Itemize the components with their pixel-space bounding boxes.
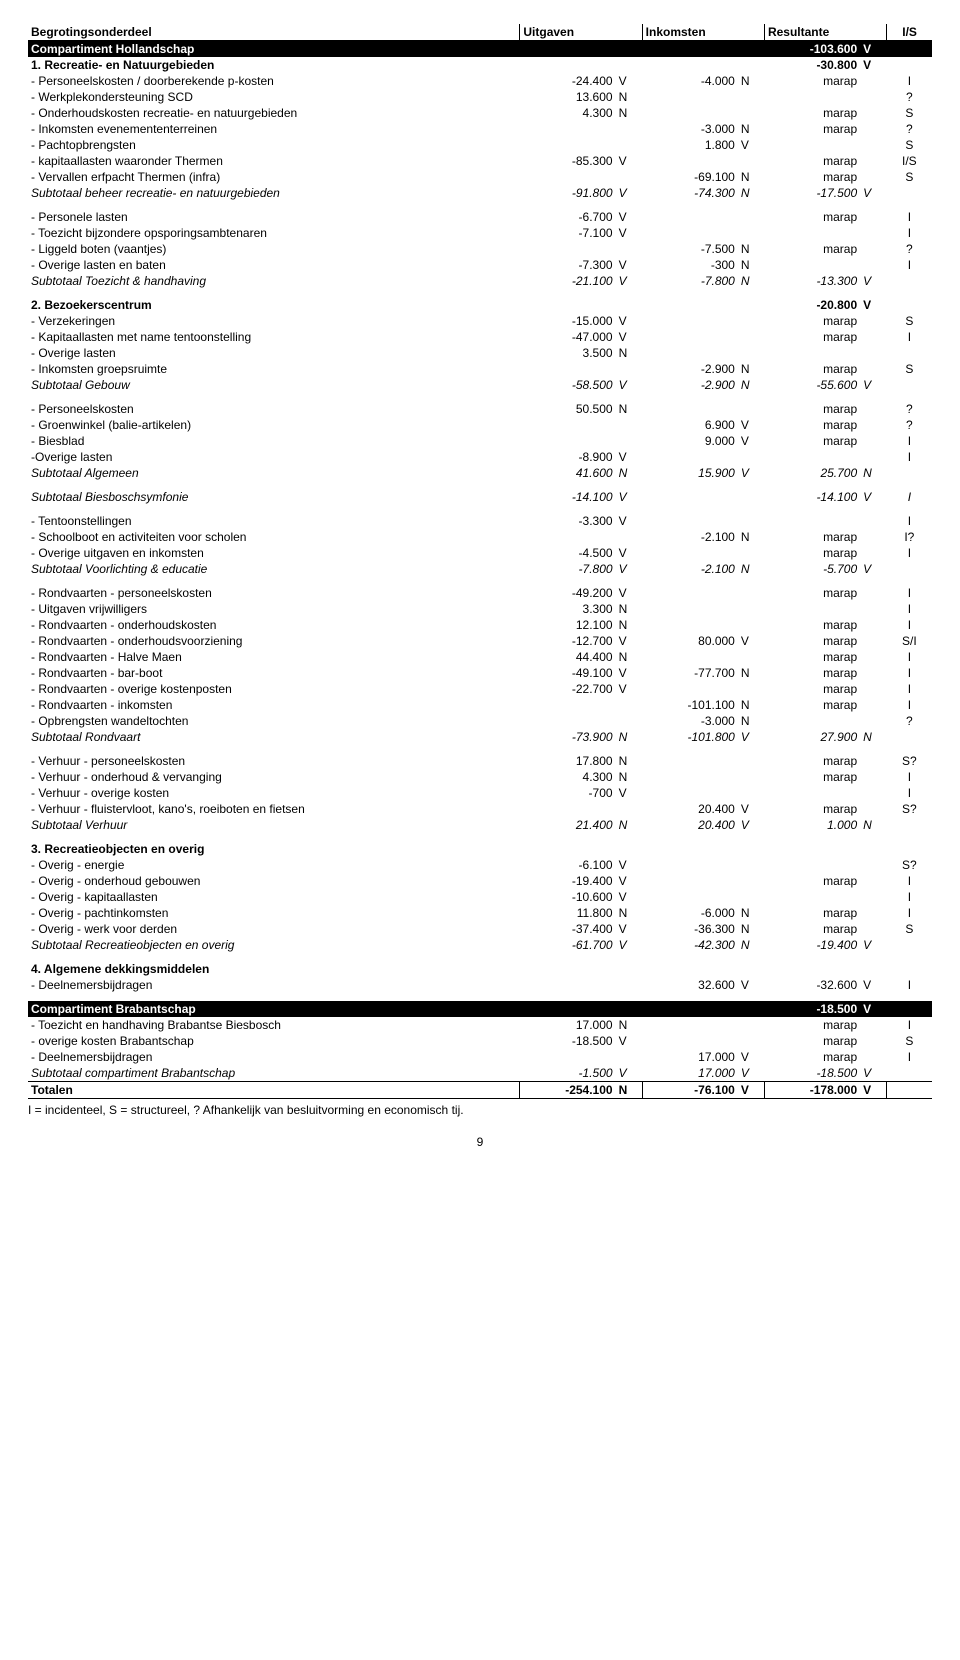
table-row: - Schoolboot en activiteiten voor schole… (28, 529, 932, 545)
table-row: - Personele lasten-6.700VmarapI (28, 209, 932, 225)
table-row: - Overige lasten3.500N (28, 345, 932, 361)
table-row: - Overig - kapitaallasten-10.600VI (28, 889, 932, 905)
comp-r1: -103.600 (764, 41, 860, 58)
table-row: - Verhuur - fluistervloot, kano's, roeib… (28, 801, 932, 817)
hdr-label: Begrotingsonderdeel (28, 24, 520, 41)
subtotal-row: Subtotaal Recreatieobjecten en overig -6… (28, 937, 932, 953)
header-row: Begrotingsonderdeel Uitgaven Inkomsten R… (28, 24, 932, 41)
footnote: I = incidenteel, S = structureel, ? Afha… (28, 1103, 932, 1117)
table-row: -Overige lasten-8.900VI (28, 449, 932, 465)
table-row: - kapitaallasten waaronder Thermen-85.30… (28, 153, 932, 169)
table-row: - Personeelskosten50.500Nmarap? (28, 401, 932, 417)
subtotal-row: Subtotaal Rondvaart -73.900N -101.800V 2… (28, 729, 932, 745)
table-row: - Rondvaarten - inkomsten-101.100NmarapI (28, 697, 932, 713)
budget-table: Begrotingsonderdeel Uitgaven Inkomsten R… (28, 24, 932, 1099)
table-row: - Liggeld boten (vaantjes)-7.500Nmarap? (28, 241, 932, 257)
sec-r2: V (860, 57, 887, 73)
table-row: - Rondvaarten - bar-boot-49.100V-77.700N… (28, 665, 932, 681)
table-row: - Rondvaarten - onderhoudskosten12.100Nm… (28, 617, 932, 633)
table-row: - Onderhoudskosten recreatie- en natuurg… (28, 105, 932, 121)
sub-label: Subtotaal beheer recreatie- en natuurgeb… (28, 185, 520, 201)
table-row: - Kapitaallasten met name tentoonstellin… (28, 329, 932, 345)
table-row: - Opbrengsten wandeltochten-3.000N? (28, 713, 932, 729)
table-row: - Uitgaven vrijwilligers3.300NI (28, 601, 932, 617)
table-row: - Verhuur - onderhoud & vervanging4.300N… (28, 769, 932, 785)
totals-row: Totalen -254.100N -76.100V -178.000V (28, 1082, 932, 1099)
table-row: - Personeelskosten / doorberekende p-kos… (28, 73, 932, 89)
section-row: 2. Bezoekerscentrum -20.800 V (28, 297, 932, 313)
table-row: - Verzekeringen-15.000VmarapS (28, 313, 932, 329)
sec-r1: -30.800 (764, 57, 860, 73)
subtotal-row: Subtotaal compartiment Brabantschap -1.5… (28, 1065, 932, 1082)
table-row: - Inkomsten groepsruimte-2.900NmarapS (28, 361, 932, 377)
hdr-inkomsten: Inkomsten (642, 24, 764, 41)
section-row: 3. Recreatieobjecten en overig (28, 841, 932, 857)
subtotal-row: Subtotaal Algemeen 41.600N 15.900V 25.70… (28, 465, 932, 481)
table-row: - Werkplekondersteuning SCD13.600N? (28, 89, 932, 105)
compartiment-row: Compartiment Brabantschap -18.500 V (28, 1001, 932, 1017)
subtotal-row: Subtotaal Toezicht & handhaving -21.100V… (28, 273, 932, 289)
comp-label: Compartiment Hollandschap (28, 41, 520, 58)
table-row: - Verhuur - personeelskosten17.800Nmarap… (28, 753, 932, 769)
table-row: - Overig - energie-6.100VS? (28, 857, 932, 873)
compartiment-row: Compartiment Hollandschap -103.600 V (28, 41, 932, 58)
page-number: 9 (28, 1135, 932, 1149)
table-row: - Verhuur - overige kosten-700VI (28, 785, 932, 801)
subtotal-row: Subtotaal Voorlichting & educatie -7.800… (28, 561, 932, 577)
hdr-is: I/S (887, 24, 932, 41)
table-row: - Deelnemersbijdragen32.600V-32.600VI (28, 977, 932, 993)
subtotal-row: Subtotaal Verhuur 21.400N 20.400V 1.000N (28, 817, 932, 833)
sec-label: 1. Recreatie- en Natuurgebieden (28, 57, 520, 73)
table-row: - Overig - pachtinkomsten11.800N-6.000Nm… (28, 905, 932, 921)
table-row: - Toezicht en handhaving Brabantse Biesb… (28, 1017, 932, 1033)
section-row: 1. Recreatie- en Natuurgebieden -30.800 … (28, 57, 932, 73)
table-row: - Overig - werk voor derden-37.400V-36.3… (28, 921, 932, 937)
table-row: - Groenwinkel (balie-artikelen)6.900Vmar… (28, 417, 932, 433)
table-row: - Pachtopbrengsten1.800VS (28, 137, 932, 153)
table-row: - overige kosten Brabantschap-18.500Vmar… (28, 1033, 932, 1049)
subtotal-row: Subtotaal Gebouw -58.500V -2.900N -55.60… (28, 377, 932, 393)
table-row: - Overige uitgaven en inkomsten-4.500Vma… (28, 545, 932, 561)
hdr-resultante: Resultante (764, 24, 886, 41)
subtotal-row: Subtotaal beheer recreatie- en natuurgeb… (28, 185, 932, 201)
table-row: - Biesblad9.000VmarapI (28, 433, 932, 449)
subtotal-row: Subtotaal Biesboschsymfonie -14.100V -14… (28, 489, 932, 505)
table-row: - Rondvaarten - personeelskosten-49.200V… (28, 585, 932, 601)
hdr-uitgaven: Uitgaven (520, 24, 642, 41)
table-row: - Deelnemersbijdragen17.000VmarapI (28, 1049, 932, 1065)
comp-r2: V (860, 41, 887, 58)
table-row: - Inkomsten evenemententerreinen-3.000Nm… (28, 121, 932, 137)
section-row: 4. Algemene dekkingsmiddelen (28, 961, 932, 977)
table-row: - Vervallen erfpacht Thermen (infra)-69.… (28, 169, 932, 185)
table-row: - Rondvaarten - Halve Maen44.400NmarapI (28, 649, 932, 665)
table-row: - Tentoonstellingen-3.300VI (28, 513, 932, 529)
table-row: - Toezicht bijzondere opsporingsambtenar… (28, 225, 932, 241)
table-row: - Rondvaarten - overige kostenposten-22.… (28, 681, 932, 697)
table-row: - Overige lasten en baten-7.300V-300NI (28, 257, 932, 273)
table-row: - Rondvaarten - onderhoudsvoorziening-12… (28, 633, 932, 649)
table-row: - Overig - onderhoud gebouwen-19.400Vmar… (28, 873, 932, 889)
